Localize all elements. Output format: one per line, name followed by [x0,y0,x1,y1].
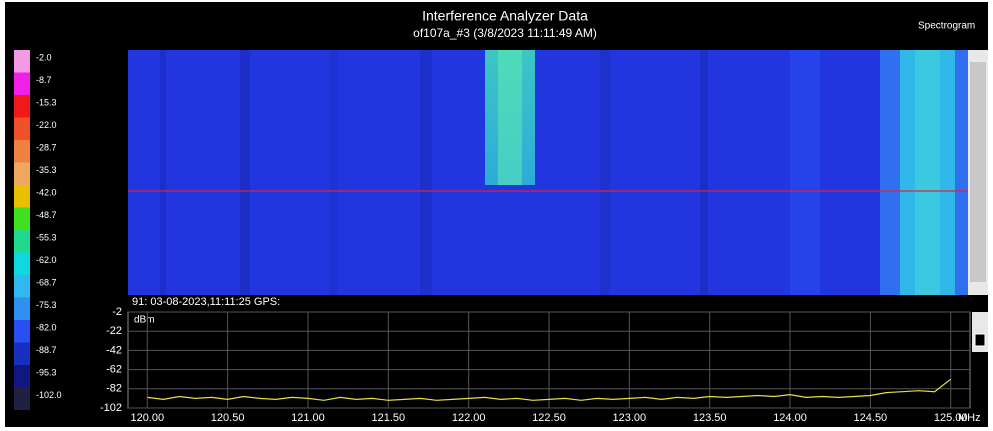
y-tick-label: -22 [106,325,122,337]
color-scale-label: -62.0 [36,255,57,265]
color-swatch [14,207,30,230]
x-tick-label: 122.50 [532,412,566,424]
y-tick-label: -62 [106,364,122,376]
color-scale-label: -28.7 [36,142,57,152]
x-tick-label: 120.00 [130,412,164,424]
color-scale-label: -75.3 [36,300,57,310]
x-unit-label: MHz [958,412,981,424]
color-scale-label: -2.0 [36,52,52,62]
color-scale-label: -68.7 [36,277,57,287]
color-scale-label: -48.7 [36,210,57,220]
x-tick-label: 124.00 [773,412,807,424]
color-swatch [14,50,30,73]
color-swatch [14,162,30,185]
y-tick-label: -2 [112,306,122,318]
color-swatch [14,297,30,320]
color-scale-label: -95.3 [36,367,57,377]
trace-chart: -2 -22 -42 -62 -82 -102 120.00 120.50 121.00 121.… [100,306,970,424]
y-tick-label: -102 [100,402,122,414]
color-scale-label: -22.0 [36,120,57,130]
color-scale-label: -55.3 [36,232,57,242]
x-tick-label: 121.50 [371,412,405,424]
color-swatch [14,387,30,410]
y-tick-label: -82 [106,383,122,395]
color-swatch [14,185,30,208]
color-swatch [14,140,30,163]
x-tick-label: 123.00 [613,412,647,424]
color-swatch [14,230,30,253]
color-scale: -2.0 -8.7 -15.3 -22.0 -28.7 -35.3 -42.0 -48.7 -5… [14,50,62,410]
color-swatch [14,95,30,118]
subtitle: of107a_#3 (3/8/2023 11:11:49 AM) [413,26,597,40]
title: Interference Analyzer Data [422,8,588,24]
marker-info: 91: 03-08-2023,11:11:25 GPS: [132,296,280,308]
x-tick-label: 124.50 [854,412,888,424]
y-tick-label: -42 [106,344,122,356]
x-tick-label: 123.50 [693,412,727,424]
color-swatch [14,275,30,298]
color-swatch [14,252,30,275]
x-tick-label: 121.00 [291,412,325,424]
color-swatch [14,117,30,140]
mode-label: Spectrogram [918,21,975,32]
color-scale-label: -102.0 [36,390,62,400]
color-scale-label: -35.3 [36,165,57,175]
color-scale-label: -82.0 [36,322,57,332]
spectrogram [128,50,968,295]
trace-line [147,378,952,401]
color-scale-label: -42.0 [36,187,57,197]
color-swatch [14,342,30,365]
color-scale-label: -15.3 [36,97,57,107]
color-swatch [14,72,30,95]
color-swatch [14,320,30,343]
color-scale-label: -88.7 [36,345,57,355]
unit-label: dBm [134,315,155,326]
x-tick-label: 125.00 [934,412,968,424]
x-tick-label: 122.00 [452,412,486,424]
x-tick-label: 120.50 [211,412,245,424]
color-scale-label: -8.7 [36,75,52,85]
trace-scroll-thumb[interactable] [974,333,986,347]
scrollbar-thumb[interactable] [970,62,986,282]
color-swatch [14,365,30,388]
